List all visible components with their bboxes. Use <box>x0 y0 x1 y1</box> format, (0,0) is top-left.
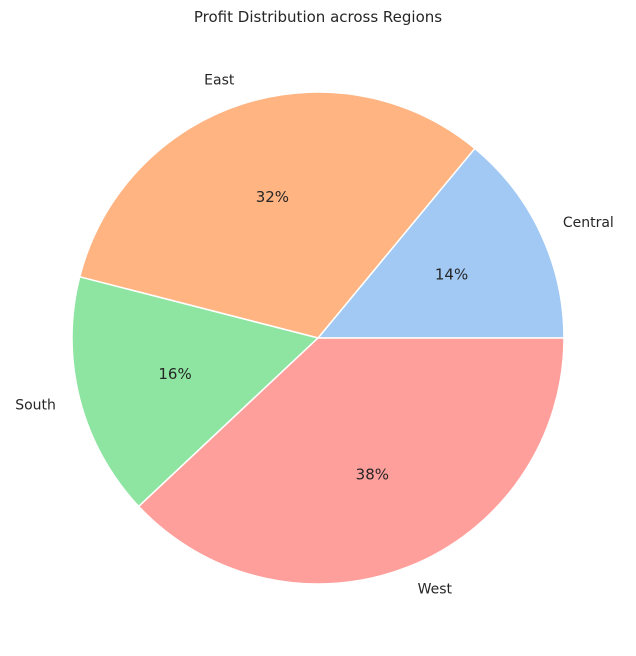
slice-label-east: East <box>204 73 235 89</box>
slice-percent-central: 14% <box>435 266 468 284</box>
pie-labels: Central 14% East 32% South 16% West 38% <box>15 73 614 598</box>
pie-slice-central <box>317 147 565 339</box>
slice-label-west: West <box>418 582 453 598</box>
slice-percent-west: 38% <box>356 466 389 484</box>
pie-slice-south <box>71 276 319 508</box>
slice-label-central: Central <box>563 215 614 231</box>
chart-title: Profit Distribution across Regions <box>194 8 442 26</box>
slice-percent-east: 32% <box>256 188 289 206</box>
pie-slices <box>71 91 565 585</box>
slice-percent-south: 16% <box>158 365 191 383</box>
slice-label-south: South <box>15 397 56 413</box>
pie-slice-east <box>78 91 476 339</box>
pie-slice-west <box>137 337 565 585</box>
